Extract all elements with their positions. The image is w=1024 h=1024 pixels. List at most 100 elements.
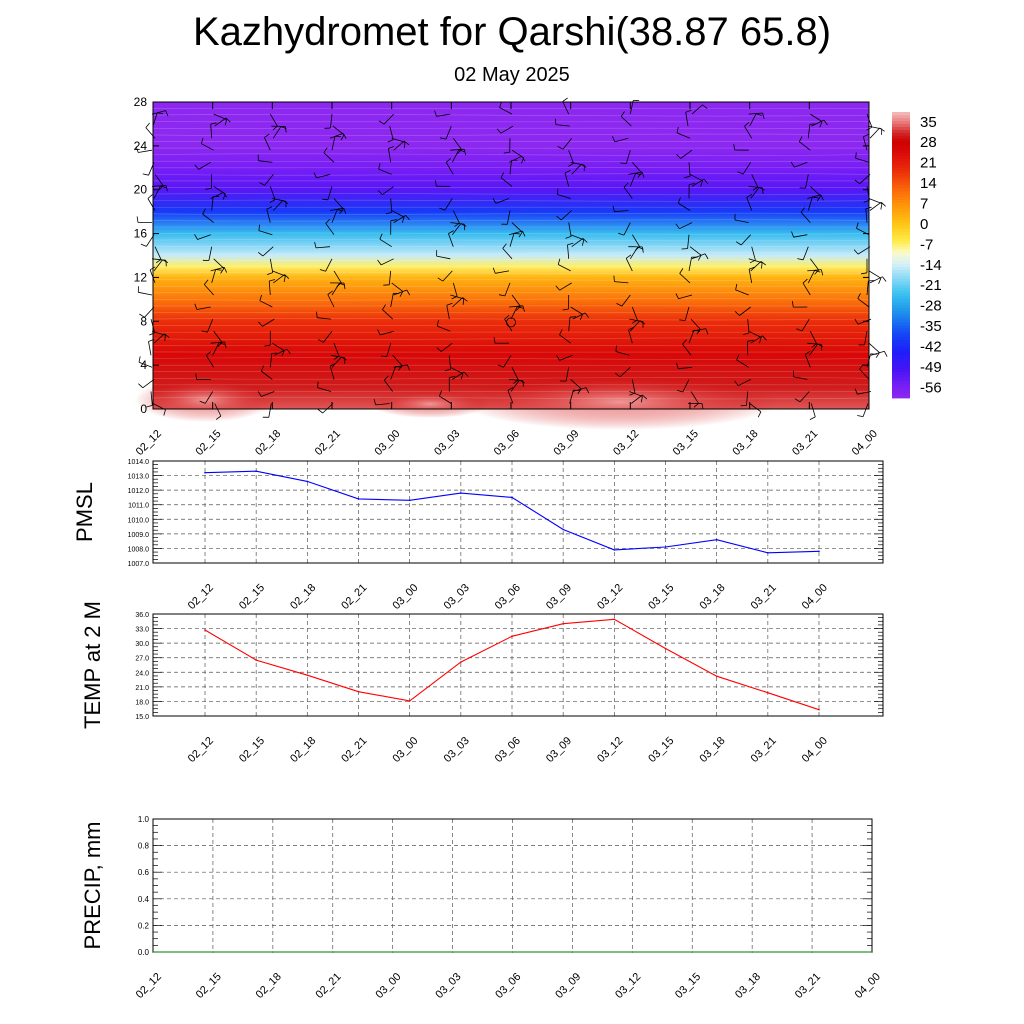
colorbar-segment bbox=[892, 395, 910, 399]
wind-barb-flag bbox=[135, 146, 139, 153]
wind-barb-flag bbox=[744, 121, 750, 127]
wind-barb-shaft bbox=[445, 125, 452, 140]
colorbar-segment bbox=[892, 380, 910, 384]
colorbar-segment bbox=[892, 357, 910, 361]
wind-barb-shaft bbox=[269, 258, 274, 273]
wind-barb-shaft bbox=[444, 198, 453, 211]
wind-barb-shaft bbox=[393, 140, 405, 151]
colorbar-segment bbox=[892, 295, 910, 300]
wind-barb-flag bbox=[497, 364, 504, 368]
wind-barb-shaft bbox=[748, 112, 763, 115]
wind-barb-shaft bbox=[559, 354, 573, 361]
wind-barb-shaft bbox=[393, 289, 407, 296]
wind-barb-flag bbox=[620, 162, 627, 164]
wind-barb-flag bbox=[734, 311, 740, 316]
wind-barb-shaft bbox=[150, 391, 153, 406]
colorbar-label: -42 bbox=[920, 338, 942, 355]
wind-barb-shaft bbox=[329, 133, 344, 139]
wind-barb-flag bbox=[703, 178, 709, 184]
y-tick-label: 1008.0 bbox=[128, 546, 150, 553]
wind-barbs bbox=[135, 97, 888, 420]
colorbar-segment bbox=[892, 386, 910, 390]
wind-barb-flag bbox=[266, 206, 273, 210]
wind-barb-flag bbox=[407, 364, 410, 371]
colorbar-segment bbox=[892, 345, 910, 349]
wind-barb-flag bbox=[696, 329, 701, 335]
wind-barb-shaft bbox=[380, 258, 394, 266]
wind-barb-flag bbox=[160, 185, 167, 189]
wind-barb-shaft bbox=[329, 207, 344, 211]
wind-barb-flag bbox=[794, 398, 801, 403]
wind-barb-flag bbox=[676, 362, 679, 369]
y-tick-label: 0.8 bbox=[138, 842, 150, 851]
wind-barb-flag bbox=[743, 332, 750, 335]
wind-barb-shaft bbox=[208, 246, 213, 261]
colorbar-segment bbox=[892, 330, 910, 335]
wind-barb-shaft bbox=[567, 244, 570, 259]
wind-barb-shaft bbox=[197, 234, 211, 240]
wind-barb-shaft bbox=[631, 394, 643, 404]
wind-barb-shaft bbox=[214, 403, 222, 417]
wind-barb-flag bbox=[521, 157, 525, 164]
x-tick-label: 03_21 bbox=[793, 971, 823, 1001]
wind-barb-flag bbox=[199, 400, 206, 404]
wind-barb-flag bbox=[875, 352, 880, 358]
colorbar-segment bbox=[892, 342, 910, 346]
wind-barb-flag bbox=[388, 146, 395, 149]
wind-barb-shaft bbox=[196, 306, 211, 310]
x-tick-label: 03_06 bbox=[492, 428, 522, 458]
wind-barb-flag bbox=[444, 368, 451, 372]
colorbar-segment bbox=[892, 147, 910, 151]
wind-barb-shaft bbox=[390, 366, 397, 380]
wind-barb-flag bbox=[205, 188, 212, 190]
y-tick-label: 1007.0 bbox=[128, 561, 150, 568]
y-tick-label: 33.0 bbox=[135, 627, 149, 634]
wind-barb-shaft bbox=[327, 294, 335, 308]
wind-barb-flag bbox=[138, 383, 144, 389]
wind-barb-shaft bbox=[807, 194, 821, 199]
heatmap-hotspot bbox=[370, 390, 490, 418]
wind-barb-flag bbox=[202, 208, 206, 215]
colorbar-segment bbox=[892, 266, 910, 270]
colorbar-segment bbox=[892, 149, 910, 154]
colorbar-segment bbox=[892, 351, 910, 355]
x-tick-label: 03_03 bbox=[432, 428, 462, 458]
wind-barb-flag bbox=[854, 318, 859, 325]
wind-barb-shaft bbox=[740, 234, 751, 246]
wind-barb-shaft bbox=[571, 163, 582, 175]
panel-frame bbox=[152, 613, 884, 717]
wind-barb-flag bbox=[260, 365, 265, 372]
wind-barb-flag bbox=[147, 194, 153, 199]
wind-barb-flag bbox=[855, 152, 857, 159]
wind-barb-shaft bbox=[210, 266, 225, 272]
wind-barb-flag bbox=[579, 314, 583, 321]
wind-barb-shaft bbox=[153, 259, 163, 272]
data-point-precip bbox=[811, 951, 813, 953]
wind-barb-shaft bbox=[559, 282, 572, 291]
wind-barb-flag bbox=[820, 269, 824, 276]
wind-barb-shaft bbox=[629, 391, 643, 397]
wind-barb-shaft bbox=[562, 137, 573, 150]
wind-barb-shaft bbox=[750, 187, 760, 199]
wind-barb-shaft bbox=[562, 101, 570, 115]
colorbar-segment bbox=[892, 199, 910, 203]
x-tick-label: 03_00 bbox=[390, 582, 420, 612]
wind-barb-flag bbox=[616, 303, 623, 307]
wind-barb-flag bbox=[439, 390, 442, 397]
wind-barb-shaft bbox=[151, 258, 166, 261]
wind-barb-flag bbox=[155, 259, 162, 264]
wind-barb-flag bbox=[693, 403, 699, 408]
data-point-temp-2m bbox=[460, 661, 462, 663]
colorbar-segment bbox=[892, 319, 910, 323]
wind-barb-flag bbox=[146, 405, 153, 408]
wind-barb-flag bbox=[194, 303, 198, 310]
wind-barb-shaft bbox=[272, 342, 285, 351]
x-tick-label: 03_12 bbox=[613, 971, 643, 1001]
colorbar-segment bbox=[892, 313, 910, 317]
wind-barb-flag bbox=[797, 258, 804, 261]
wind-barb-shaft bbox=[859, 174, 871, 184]
contour-line bbox=[152, 258, 870, 261]
wind-barb-flag bbox=[557, 146, 564, 150]
data-point-pmsl bbox=[460, 492, 462, 494]
wind-barb-shaft bbox=[212, 342, 220, 356]
